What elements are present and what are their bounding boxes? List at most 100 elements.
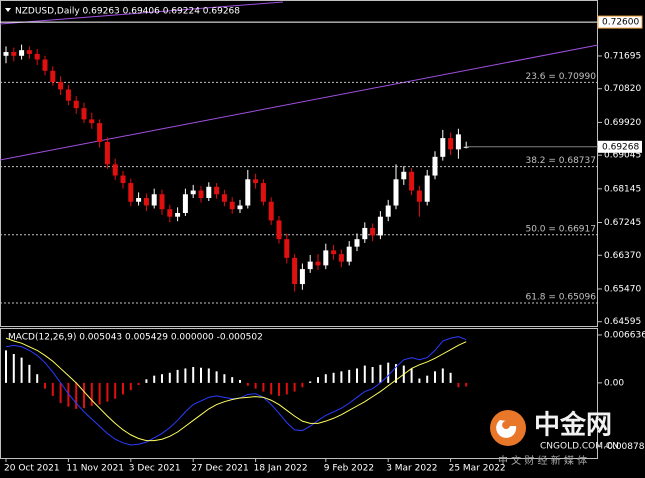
candle-body xyxy=(432,156,438,176)
y-tick-label: -0.008784 xyxy=(604,442,645,452)
candle-body xyxy=(151,194,157,206)
candle-body xyxy=(416,190,422,202)
y-tick-label: 0.65470 xyxy=(604,284,641,294)
candle-body xyxy=(245,179,251,206)
candle-body xyxy=(237,205,243,210)
histogram-bar xyxy=(114,382,117,399)
candle-body xyxy=(3,52,9,56)
histogram-bar xyxy=(262,382,265,392)
histogram-bar xyxy=(293,382,296,392)
y-tick-label: 0.68145 xyxy=(604,184,641,194)
candle-body xyxy=(401,171,407,180)
histogram-bar xyxy=(371,367,374,383)
candle-body xyxy=(182,194,188,213)
histogram-bar xyxy=(106,382,109,402)
candle-body xyxy=(455,134,461,150)
candle-body xyxy=(19,50,25,56)
candle-body xyxy=(89,119,95,124)
watermark-slogan: 中 文 财 经 新 媒 体 xyxy=(498,454,587,467)
candle-body xyxy=(424,175,430,202)
x-tick-label: 9 Feb 2022 xyxy=(324,464,374,474)
histogram-bar xyxy=(90,382,93,406)
histogram-bar xyxy=(449,372,452,383)
y-tick-label: 0.69920 xyxy=(604,118,641,128)
candle-body xyxy=(97,123,103,142)
histogram-bar xyxy=(75,382,78,409)
candle-body xyxy=(50,70,56,82)
last-price-label: 0.69268 xyxy=(602,142,639,152)
candle-body xyxy=(346,246,352,262)
macd-line xyxy=(5,337,467,442)
candle-body xyxy=(34,53,40,60)
fib-label: 50.0 = 0.66917 xyxy=(525,224,596,234)
level-label: 0.72600 xyxy=(602,18,639,28)
macd-panel-frame xyxy=(0,328,598,459)
histogram-bar xyxy=(129,382,132,391)
candle-body xyxy=(409,171,415,191)
trend-line xyxy=(0,1,284,25)
histogram-bar xyxy=(176,369,179,383)
candle-body xyxy=(112,164,118,176)
watermark-site: CNGOLD.COM.CN xyxy=(540,442,619,452)
candle-body xyxy=(284,239,290,258)
y-tick-label: 0.67245 xyxy=(604,218,641,228)
last-price-box xyxy=(598,140,642,153)
candle-body xyxy=(104,141,110,165)
histogram-bar xyxy=(223,374,226,383)
histogram-bar xyxy=(254,382,257,389)
y-tick-label: 0.71695 xyxy=(604,51,641,61)
histogram-bar xyxy=(83,382,85,409)
histogram-bar xyxy=(324,374,327,383)
histogram-bar xyxy=(457,382,460,388)
candle-body xyxy=(206,186,212,199)
histogram-bar xyxy=(270,382,273,395)
histogram-bar xyxy=(317,377,319,383)
candle-body xyxy=(307,261,313,270)
histogram-bar xyxy=(36,374,39,383)
candle-body xyxy=(221,194,227,202)
x-tick-label: 3 Dec 2021 xyxy=(129,464,181,474)
candle-body xyxy=(440,138,446,157)
candle-body xyxy=(229,201,235,210)
y-tick-label: 0.66370 xyxy=(604,251,641,261)
y-tick-label: 0.70820 xyxy=(604,84,641,94)
histogram-bar xyxy=(51,382,54,396)
candle-body xyxy=(143,198,149,206)
chart-title: NZDUSD,Daily 0.69263 0.69406 0.69224 0.6… xyxy=(15,7,240,17)
histogram-bar xyxy=(441,368,444,383)
candle-body xyxy=(120,175,126,184)
candle-body xyxy=(276,220,282,240)
fib-label: 23.6 = 0.70990 xyxy=(525,72,596,82)
histogram-bar xyxy=(418,378,421,383)
histogram-bar xyxy=(5,350,7,383)
histogram-bar xyxy=(348,369,351,383)
histogram-bar xyxy=(239,380,241,383)
candle-body xyxy=(159,194,165,210)
candle-body xyxy=(292,257,298,285)
candle-body xyxy=(315,261,321,266)
histogram-bar xyxy=(410,368,413,383)
histogram-bar xyxy=(309,381,312,383)
histogram-bar xyxy=(145,379,148,383)
logo-mark xyxy=(496,420,517,438)
candle-body xyxy=(377,216,383,236)
candle-body xyxy=(385,205,391,217)
candle-body xyxy=(11,52,17,56)
candle-body xyxy=(260,183,266,202)
histogram-bar xyxy=(184,368,187,383)
candle-body xyxy=(167,209,173,217)
histogram-bar xyxy=(434,371,436,383)
histogram-bar xyxy=(98,382,101,405)
histogram-bar xyxy=(192,367,195,383)
histogram-bar xyxy=(465,382,468,387)
histogram-bar xyxy=(122,382,124,395)
candle-body xyxy=(299,269,305,285)
candle-body xyxy=(354,239,360,247)
candle-body xyxy=(136,198,142,202)
histogram-bar xyxy=(59,382,62,404)
candle-body xyxy=(362,227,368,240)
candle-body xyxy=(190,190,196,195)
candle-body xyxy=(81,108,87,120)
candle-body xyxy=(253,179,259,184)
